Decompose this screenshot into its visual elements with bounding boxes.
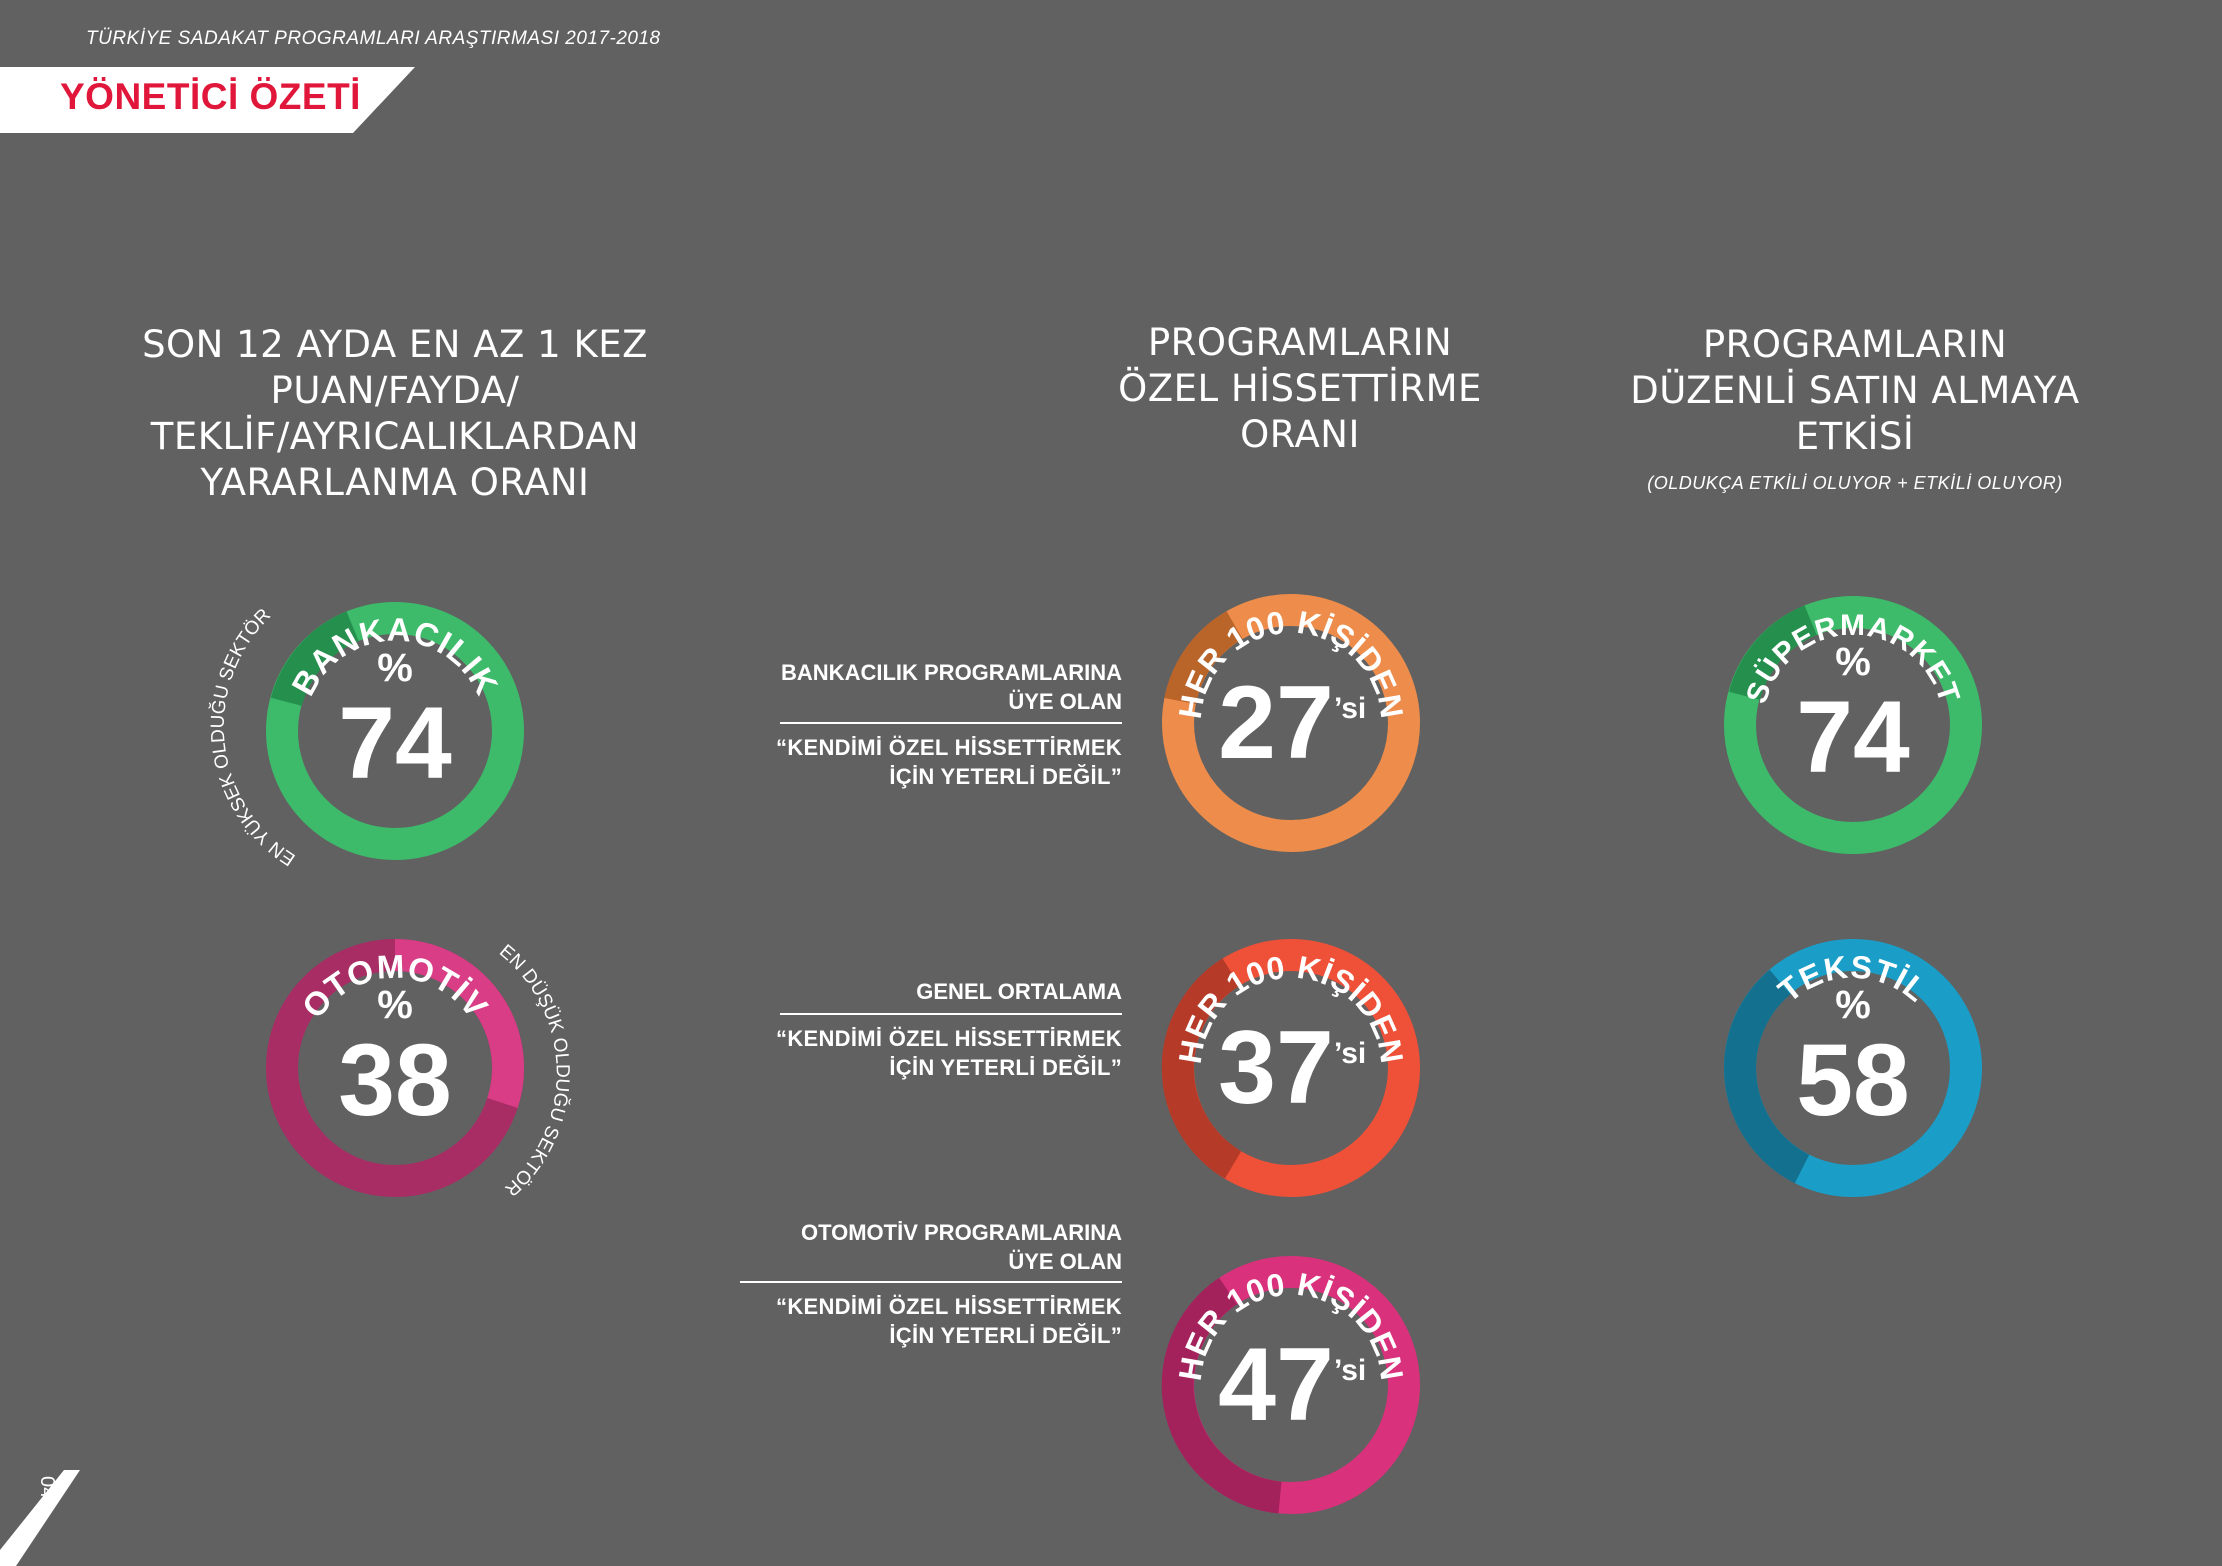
ring-dark-segment: [1724, 969, 1810, 1184]
percent-sign: %: [377, 983, 413, 1027]
right-column-note: (OLDUKÇA ETKİLİ OLUYOR + ETKİLİ OLUYOR): [1647, 473, 2063, 493]
ring-value: 74: [338, 686, 452, 800]
ring-dark-segment: [1164, 611, 1243, 705]
group-label-line: ÜYE OLAN: [1008, 689, 1122, 714]
page-corner-stripe: [0, 1470, 80, 1566]
ring-dark-segment: [1161, 958, 1242, 1179]
heading-line: PROGRAMLARIN: [1702, 323, 2008, 366]
quote-line: “KENDİMİ ÖZEL HİSSETTİRMEK: [776, 735, 1122, 760]
percent-sign: %: [1835, 640, 1871, 684]
group-label-line: ÜYE OLAN: [1008, 1249, 1122, 1274]
ring-value: 37: [1218, 1010, 1334, 1126]
heading-line: ETKİSİ: [1795, 415, 1915, 458]
average-special-ring: HER 100 KİŞİDEN 37 ’si: [1161, 939, 1420, 1197]
ring-track: [266, 602, 524, 860]
ring-value: 74: [1796, 680, 1910, 794]
middle-quote: “KENDİMİ ÖZEL HİSSETTİRMEK İÇİN YETERLİ …: [740, 1024, 1122, 1082]
ring-track: [1162, 594, 1420, 852]
section-title: YÖNETİCİ ÖZETİ: [60, 76, 361, 117]
group-label-line: BANKACILIK PROGRAMLARINA: [781, 660, 1122, 685]
bankacilik-special-ring: HER 100 KİŞİDEN 27 ’si: [1162, 594, 1420, 852]
group-label-line: OTOMOTİV PROGRAMLARINA: [800, 1220, 1122, 1245]
percent-sign: %: [377, 646, 413, 690]
highest-sector-note: EN YÜKSEK OLDUĞU SEKTÖR: [207, 605, 299, 870]
ring-light-segment: [394, 939, 525, 1108]
heading-line: ÖZEL HİSSETTİRME: [1118, 367, 1482, 410]
quote-line: “KENDİMİ ÖZEL HİSSETTİRMEK: [776, 1026, 1122, 1051]
value-suffix: ’si: [1334, 692, 1366, 725]
ring-value: 47: [1218, 1327, 1334, 1443]
quote-line: İÇİN YETERLİ DEĞİL”: [889, 764, 1122, 789]
quote-line: “KENDİMİ ÖZEL HİSSETTİRMEK: [776, 1294, 1122, 1319]
quote-line: İÇİN YETERLİ DEĞİL”: [889, 1055, 1122, 1080]
heading-line: PROGRAMLARIN: [1147, 321, 1453, 364]
ring-value: 58: [1796, 1023, 1909, 1137]
value-suffix: ’si: [1334, 1354, 1366, 1387]
otomotiv-special-ring: HER 100 KİŞİDEN 47 ’si: [1161, 1256, 1420, 1514]
ring-dark-segment: [270, 611, 360, 707]
ring-value: 38: [338, 1023, 451, 1137]
divider: [780, 722, 1122, 724]
side-note: EN YÜKSEK OLDUĞU SEKTÖR: [207, 605, 299, 870]
percent-sign: %: [1835, 983, 1871, 1027]
tekstil-ring: TEKSTİL % 58: [1724, 939, 1982, 1197]
right-column-heading: PROGRAMLARIN DÜZENLİ SATIN ALMAYA ETKİSİ: [1600, 322, 2110, 460]
report-title: TÜRKİYE SADAKAT PROGRAMLARI ARAŞTIRMASI …: [86, 28, 661, 49]
otomotiv-ring: OTOMOTİV % 38: [266, 939, 525, 1197]
middle-group-label: GENEL ORTALAMA: [740, 977, 1122, 1006]
ring-dark-segment: [1161, 1277, 1282, 1514]
heading-line: DÜZENLİ SATIN ALMAYA: [1630, 369, 2080, 412]
middle-group-label: OTOMOTİV PROGRAMLARINA ÜYE OLAN: [740, 1218, 1122, 1276]
page-number: 04: [36, 1476, 58, 1499]
middle-quote: “KENDİMİ ÖZEL HİSSETTİRMEK İÇİN YETERLİ …: [740, 733, 1122, 791]
ring-dark-segment: [1728, 605, 1818, 701]
side-note: EN DÜŞÜK OLDUĞU SEKTÖR: [495, 941, 573, 1200]
lowest-sector-note: EN DÜŞÜK OLDUĞU SEKTÖR: [495, 941, 573, 1200]
bankacilik-ring: BANKACILIK % 74: [266, 602, 524, 860]
divider: [740, 1281, 1122, 1283]
quote-line: İÇİN YETERLİ DEĞİL”: [889, 1323, 1122, 1348]
middle-group-label: BANKACILIK PROGRAMLARINA ÜYE OLAN: [740, 658, 1122, 716]
heading-line: PUAN/FAYDA/: [270, 369, 520, 412]
heading-line: SON 12 AYDA EN AZ 1 KEZ: [142, 323, 648, 366]
heading-line: YARARLANMA ORANI: [200, 461, 590, 504]
section-banner: [0, 67, 415, 133]
group-label-line: GENEL ORTALAMA: [916, 979, 1122, 1004]
ring-track: [1724, 596, 1982, 854]
divider: [780, 1013, 1122, 1015]
heading-line: TEKLİF/AYRICALIKLARDAN: [150, 415, 640, 458]
middle-quote: “KENDİMİ ÖZEL HİSSETTİRMEK İÇİN YETERLİ …: [740, 1292, 1122, 1350]
supermarket-ring: SÜPERMARKET % 74: [1724, 596, 1982, 854]
value-suffix: ’si: [1334, 1037, 1366, 1070]
ring-value: 27: [1218, 665, 1334, 781]
middle-column-heading: PROGRAMLARIN ÖZEL HİSSETTİRME ORANI: [1050, 320, 1550, 458]
left-column-heading: SON 12 AYDA EN AZ 1 KEZ PUAN/FAYDA/ TEKL…: [90, 322, 700, 506]
heading-line: ORANI: [1240, 413, 1360, 456]
